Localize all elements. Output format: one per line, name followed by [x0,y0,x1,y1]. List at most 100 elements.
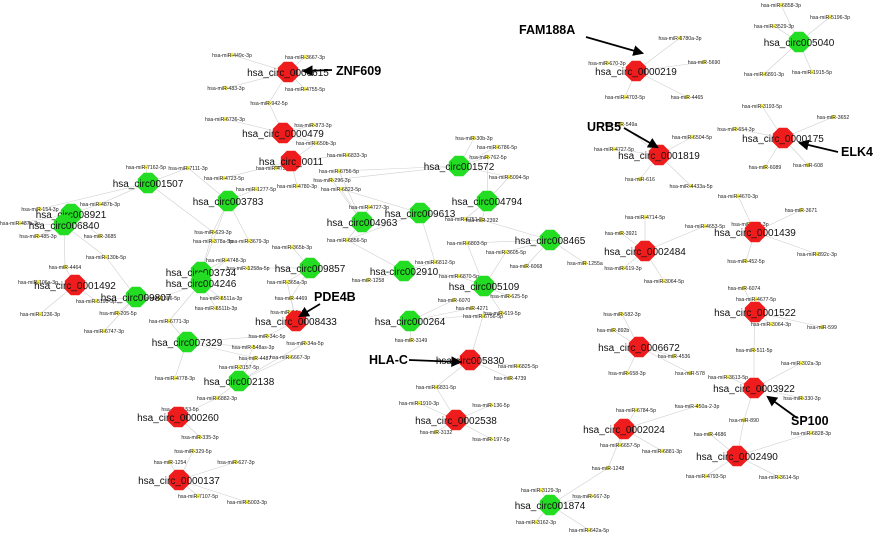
mirna-dot [451,297,457,303]
mirna-label: hsa-miR-6747-3p [84,329,124,335]
mirna-dot [661,278,667,284]
upregulated-circrna-shape [648,144,670,166]
mirna-label: hsa-miR-6803-5p [447,241,487,247]
mirna-dot [101,328,107,334]
mirna-label: hsa-miR-3613-5p [708,375,748,381]
mirna-node: hsa-miR-6780a-3p [659,35,702,42]
mirna-node: hsa-miR-106a-3p [18,279,58,286]
mirna-label: hsa-miR-4469 [275,296,308,302]
circrna-label: hsa_circ006840 [29,221,100,232]
mirna-node: hsa-miR-3605-5p [486,249,526,256]
mirna-label: hsa-miR-6828-3p [791,431,831,437]
mirna-dot [195,493,201,499]
mirna-dot [725,374,731,380]
mirna-dot [366,204,372,210]
circrna-node: hsa-circ002910 [370,260,439,282]
mirna-dot [302,86,308,92]
mirna-label: hsa-miR-616 [625,177,655,183]
mirna-dot [677,35,683,41]
mirna-node: hsa-miR-6812-5p [415,259,455,266]
mirna-label: hsa-miR-6736-3p [205,117,245,123]
mirna-node: hsa-miR-650b-3p [296,140,336,147]
mirna-label: hsa-miR-5195-3p [76,299,116,305]
gene-annotation: ELK4 [797,139,873,159]
mirna-node: hsa-miR-6828-3p [791,430,831,437]
mirna-label: hsa-miR-197-5p [472,437,509,443]
mirna-dot [776,474,782,480]
mirna-dot [464,240,470,246]
mirna-dot [284,279,290,285]
circrna-node: hsa_circ_0006672 [598,336,680,358]
mirna-label: hsa-miR-654-3p [717,127,754,133]
mirna-node: hsa-miR-3671 [785,207,817,214]
mirna-dot [778,2,784,8]
mirna-label: hsa-miR-3529-3p [754,24,794,30]
mirna-node: hsa-miR-485-3p [19,233,57,240]
upregulated-circrna-shape [726,445,748,467]
circrna-label: hsa_circ_0006672 [598,343,680,354]
circrna-node: hsa_circ_0000260 [137,406,219,428]
mirna-dot [37,311,43,317]
mirna-dot [433,429,439,435]
mirna-node: hsa-miR-4703-5p [605,94,645,101]
downregulated-circrna-shape [539,494,561,516]
mirna-dot [582,260,588,266]
mirna-node: hsa-miR-667-3p [572,493,610,500]
upregulated-circrna-shape [280,150,302,172]
mirna-label: hsa-miR-296-3p [313,178,350,184]
mirna-node: hsa-miR-6756-5p [463,313,503,320]
mirna-dot [471,135,477,141]
mirna-node: hsa-miR-6667-3p [270,354,310,361]
mirna-node: hsa-miR-4464 [49,264,81,271]
circrna-label: hsa_circ_0001492 [34,281,116,292]
edge [225,71,289,89]
mirna-node: hsa-miR-6833-3p [327,152,367,159]
mirna-label: hsa-miR-4487 [239,356,272,362]
circrna-node: hsa_circ_0001439 [714,221,796,243]
gene-annotation: SP100 [766,395,829,428]
mirna-node: hsa-miR-154-3p [21,206,59,213]
gene-label: PDE4B [314,290,356,304]
mirna-label: hsa-miR-452-5p [727,259,764,265]
mirna-label: hsa-miR-650b-3p [296,141,336,147]
circrna-node: hsa_circ004963 [327,211,398,233]
mirna-node: hsa-miR-365a-3p [267,279,307,286]
mirna-node: hsa-miR-4727-5p [594,146,634,153]
mirna-label: hsa-miR-4677-5p [736,297,776,303]
mirna-label: hsa-miR-3667-3p [285,55,325,61]
mirna-node: hsa-miR-4780-3p [277,183,317,190]
edge [223,160,292,179]
mirna-label: hsa-miR-608 [793,163,823,169]
mirna-dot [35,233,41,239]
mirna-dot [488,402,494,408]
mirna-label: hsa-miR-6504-5p [672,135,712,141]
upregulated-circrna-shape [628,336,650,358]
downregulated-circrna-shape [399,310,421,332]
mirna-dot [214,395,220,401]
gene-label: HLA-C [369,353,408,367]
downregulated-circrna-shape [409,202,431,224]
mirna-label: hsa-miR-4433a-5p [670,184,713,190]
mirna-node: hsa-miR-6784-5p [616,407,656,414]
mirna-dot [808,430,814,436]
mirna-node: hsa-miR-6068 [510,263,542,270]
mirna-node: hsa-miR-6823-5p [321,186,361,193]
mirna-label: hsa-miR-582-3p [603,312,640,318]
gene-annotation: PDE4B [298,290,356,318]
mirna-dot [604,60,610,66]
downregulated-circrna-shape [217,190,239,212]
mirna-label: hsa-miR-483-3p [207,86,244,92]
upregulated-circrna-shape [613,418,635,440]
mirna-label: hsa-miR-1277-5p [236,187,276,193]
mirna-dot [687,370,693,376]
mirna-label: hsa-miR-6891-3p [744,72,784,78]
mirna-node: hsa-miR-1236-3p [20,311,60,318]
mirna-label: hsa-miR-365a-3p [267,280,307,286]
mirna-node: hsa-miR-4465 [671,94,703,101]
mirna-dot [190,448,196,454]
mirna-label: hsa-miR-627-3p [217,460,254,466]
mirna-dot [97,233,103,239]
mirna-label: hsa-miR-1258a-5p [227,266,270,272]
mirna-dot [605,465,611,471]
mirna-dot [469,305,475,311]
